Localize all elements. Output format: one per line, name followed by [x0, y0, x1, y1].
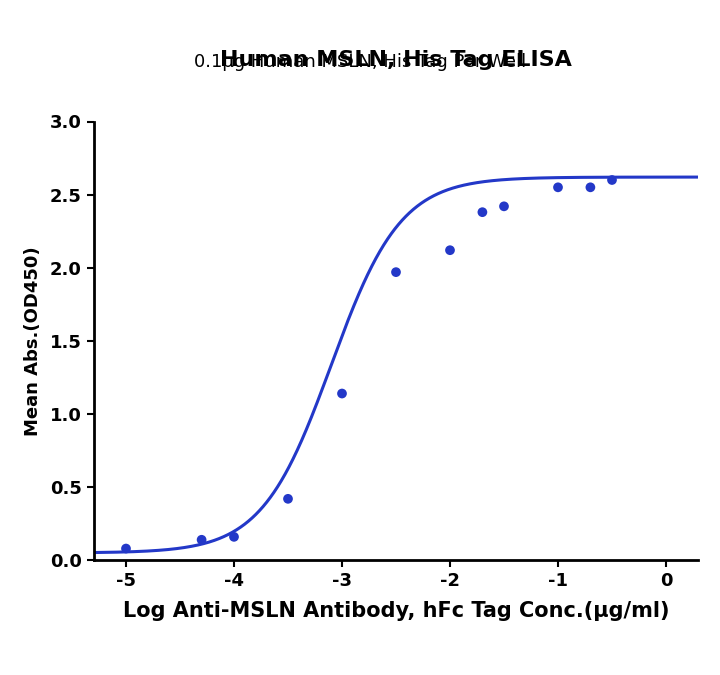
- Point: [552, 182, 564, 193]
- Point: [606, 175, 618, 186]
- Point: [196, 535, 207, 545]
- Point: [498, 201, 510, 212]
- X-axis label: Log Anti-MSLN Antibody, hFc Tag Conc.(μg/ml): Log Anti-MSLN Antibody, hFc Tag Conc.(μg…: [122, 601, 670, 621]
- Point: [390, 267, 402, 277]
- Title: Human MSLN, His Tag ELISA: Human MSLN, His Tag ELISA: [220, 50, 572, 70]
- Point: [444, 245, 456, 256]
- Point: [477, 207, 488, 217]
- Point: [336, 388, 348, 399]
- Point: [585, 182, 596, 193]
- Text: 0.1μg Human MSLN, His Tag Per Well: 0.1μg Human MSLN, His Tag Per Well: [194, 53, 526, 71]
- Point: [282, 493, 294, 504]
- Point: [120, 543, 132, 554]
- Y-axis label: Mean Abs.(OD450): Mean Abs.(OD450): [24, 246, 42, 435]
- Point: [228, 531, 240, 542]
